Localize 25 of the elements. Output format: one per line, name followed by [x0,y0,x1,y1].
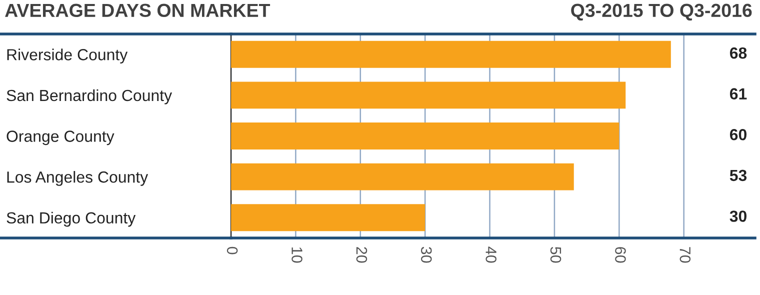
data-label: 30 [730,210,746,222]
x-tick-label: 10 [292,248,302,263]
x-tick-label: 60 [615,247,626,263]
chart-subtitle: Q3-2015 TO Q3-2016 [571,4,752,21]
bar [231,204,426,232]
bar [231,163,574,190]
x-tick-label: 30 [420,246,432,263]
y-tick-label: Riverside County [7,48,128,64]
x-tick-label: 40 [486,246,496,263]
x-tick-label: 50 [550,246,562,263]
y-tick-label: Orange County [6,130,114,146]
y-tick-label: Los Angeles County [7,171,148,186]
x-tick-label: 20 [356,247,368,263]
bar [231,40,671,68]
y-tick-label: San Bernardino County [6,89,172,104]
data-label: 53 [730,170,747,182]
data-label: 60 [730,128,746,140]
chart-title: AVERAGE DAYS ON MARKET [5,4,270,18]
bar [231,122,620,150]
y-tick-label: San Diego County [6,212,136,227]
data-label: 68 [730,47,747,59]
x-tick-label: 0 [226,246,238,254]
x-tick-label: 70 [680,247,691,263]
bar [231,82,626,109]
data-label: 61 [730,88,747,100]
